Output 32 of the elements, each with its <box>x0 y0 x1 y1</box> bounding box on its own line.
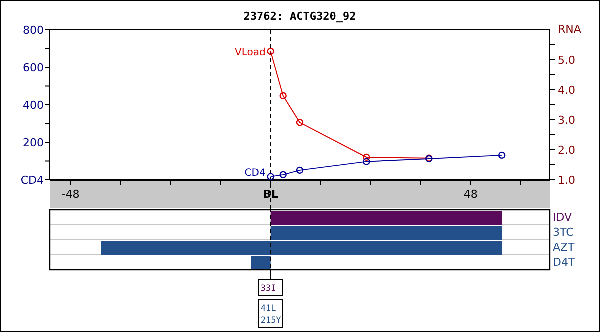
point <box>280 171 287 179</box>
y2-tick-label: 3.0 <box>558 114 576 127</box>
y-tick-label: 600 <box>23 62 44 74</box>
y2-axis-title: RNA <box>558 23 582 36</box>
y2-tick-label: 1.0 <box>558 174 576 187</box>
point <box>296 119 304 126</box>
y-tick-label: CD4 <box>20 174 44 187</box>
point <box>498 152 506 160</box>
text: 33I <box>260 284 276 294</box>
point <box>363 154 370 162</box>
y-tick-label: IDV <box>553 211 573 224</box>
y-tick-label: 200 <box>23 136 44 150</box>
chart-title: 23762: ACTG320_92 <box>244 10 356 23</box>
series-label: VLoad <box>234 48 266 59</box>
point <box>363 158 370 166</box>
series-label: CD4 <box>244 168 266 179</box>
point <box>267 48 274 56</box>
point <box>296 166 304 174</box>
x-tick-label: -48 <box>62 188 80 201</box>
x-tick-label: 48 <box>464 188 478 201</box>
y-tick-label: D4T <box>553 256 576 269</box>
y-tick-label: 800 <box>23 24 44 37</box>
x-tick-label: BL <box>263 188 279 201</box>
y-tick-label: 3TC <box>553 226 574 239</box>
y2-tick-label: 5.0 <box>558 54 576 67</box>
point <box>280 92 287 100</box>
y2-tick-label: 2.0 <box>558 144 576 157</box>
y2-tick-label: 4.0 <box>558 84 576 97</box>
text: 41L 215Y <box>260 304 282 326</box>
y-tick-label: 400 <box>23 99 44 112</box>
point <box>267 173 274 180</box>
y-tick-label: AZT <box>553 241 576 254</box>
